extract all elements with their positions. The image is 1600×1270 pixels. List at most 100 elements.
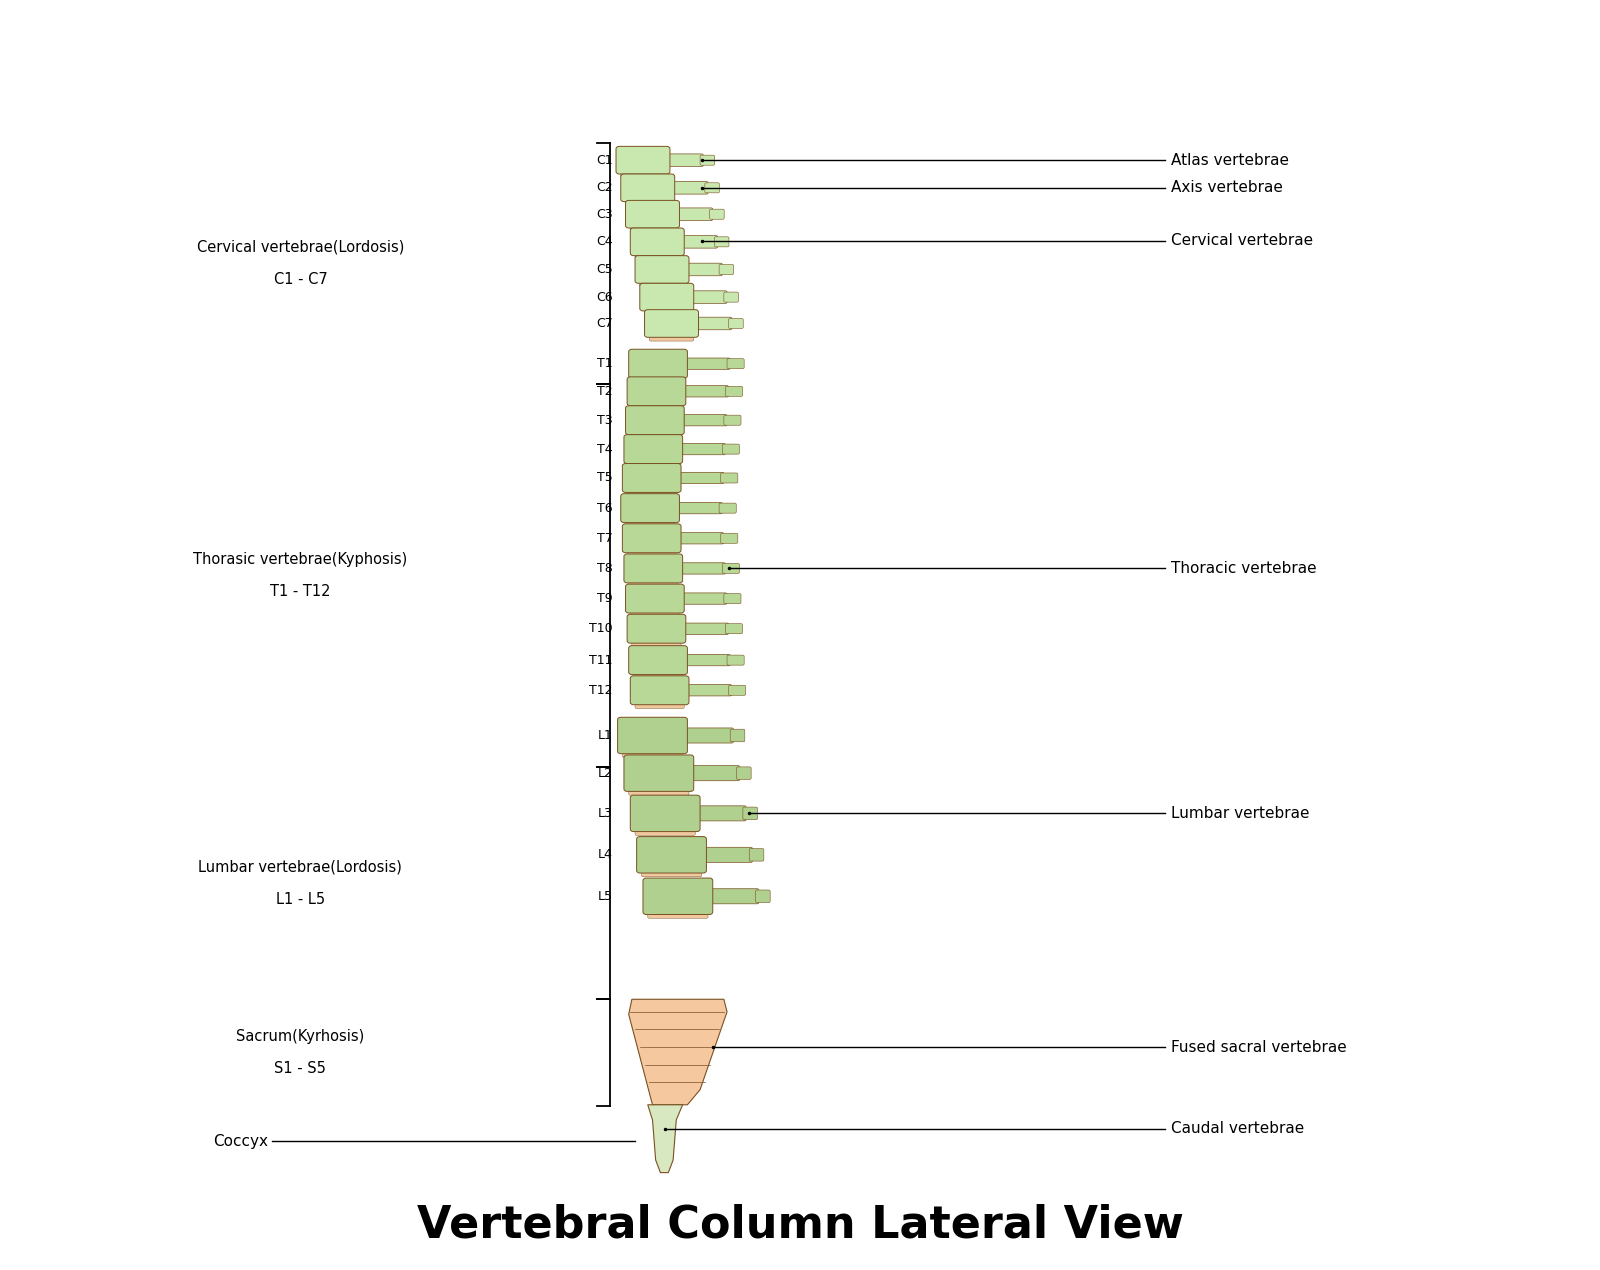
Text: L5: L5 bbox=[598, 890, 613, 903]
FancyBboxPatch shape bbox=[621, 170, 666, 178]
Text: T12: T12 bbox=[589, 683, 613, 697]
FancyBboxPatch shape bbox=[677, 532, 723, 544]
FancyBboxPatch shape bbox=[621, 174, 675, 202]
Text: C2: C2 bbox=[597, 182, 613, 194]
Text: T1 - T12: T1 - T12 bbox=[270, 584, 331, 599]
Text: Lumbar vertebrae(Lordosis): Lumbar vertebrae(Lordosis) bbox=[198, 860, 402, 874]
Text: Cervical vertebrae: Cervical vertebrae bbox=[1171, 234, 1314, 248]
FancyBboxPatch shape bbox=[622, 749, 683, 757]
Text: Lumbar vertebrae: Lumbar vertebrae bbox=[1171, 806, 1310, 820]
Text: T9: T9 bbox=[597, 592, 613, 605]
FancyBboxPatch shape bbox=[622, 523, 682, 552]
FancyBboxPatch shape bbox=[714, 236, 730, 246]
Text: L4: L4 bbox=[598, 848, 613, 861]
Text: C3: C3 bbox=[597, 208, 613, 221]
FancyBboxPatch shape bbox=[618, 718, 688, 753]
FancyBboxPatch shape bbox=[690, 766, 739, 781]
FancyBboxPatch shape bbox=[621, 494, 680, 522]
FancyBboxPatch shape bbox=[685, 263, 722, 276]
FancyBboxPatch shape bbox=[709, 210, 725, 220]
FancyBboxPatch shape bbox=[675, 208, 712, 221]
FancyBboxPatch shape bbox=[640, 283, 694, 311]
FancyBboxPatch shape bbox=[630, 795, 701, 832]
Text: Fused sacral vertebrae: Fused sacral vertebrae bbox=[1171, 1040, 1347, 1054]
Polygon shape bbox=[629, 999, 726, 1105]
FancyBboxPatch shape bbox=[627, 489, 677, 497]
FancyBboxPatch shape bbox=[630, 225, 675, 232]
FancyBboxPatch shape bbox=[683, 654, 730, 665]
FancyBboxPatch shape bbox=[706, 183, 720, 193]
FancyBboxPatch shape bbox=[720, 533, 738, 544]
Text: Vertebral Column Lateral View: Vertebral Column Lateral View bbox=[416, 1204, 1184, 1247]
FancyBboxPatch shape bbox=[709, 889, 758, 904]
FancyBboxPatch shape bbox=[683, 358, 730, 370]
FancyBboxPatch shape bbox=[624, 434, 683, 464]
Text: T7: T7 bbox=[597, 532, 613, 545]
Text: T1: T1 bbox=[597, 357, 613, 370]
FancyBboxPatch shape bbox=[650, 334, 694, 342]
FancyBboxPatch shape bbox=[630, 229, 685, 255]
FancyBboxPatch shape bbox=[723, 593, 741, 603]
FancyBboxPatch shape bbox=[728, 319, 744, 329]
Text: T11: T11 bbox=[589, 654, 613, 667]
FancyBboxPatch shape bbox=[626, 584, 685, 613]
FancyBboxPatch shape bbox=[726, 655, 744, 665]
FancyBboxPatch shape bbox=[635, 255, 690, 283]
Text: Cervical vertebrae(Lordosis): Cervical vertebrae(Lordosis) bbox=[197, 239, 405, 254]
FancyBboxPatch shape bbox=[682, 624, 728, 635]
FancyBboxPatch shape bbox=[645, 310, 699, 338]
FancyBboxPatch shape bbox=[702, 847, 752, 862]
FancyBboxPatch shape bbox=[720, 472, 738, 483]
FancyBboxPatch shape bbox=[626, 405, 685, 434]
FancyBboxPatch shape bbox=[723, 415, 741, 425]
FancyBboxPatch shape bbox=[675, 503, 722, 514]
Polygon shape bbox=[648, 1105, 683, 1172]
FancyBboxPatch shape bbox=[645, 307, 690, 315]
FancyBboxPatch shape bbox=[723, 292, 739, 302]
FancyBboxPatch shape bbox=[725, 386, 742, 396]
FancyBboxPatch shape bbox=[666, 154, 704, 166]
Text: T5: T5 bbox=[597, 471, 613, 484]
FancyBboxPatch shape bbox=[629, 349, 688, 378]
Text: C6: C6 bbox=[597, 291, 613, 304]
FancyBboxPatch shape bbox=[670, 182, 709, 194]
Text: T3: T3 bbox=[597, 414, 613, 427]
FancyBboxPatch shape bbox=[755, 890, 770, 903]
Text: Thoracic vertebrae: Thoracic vertebrae bbox=[1171, 561, 1317, 575]
FancyBboxPatch shape bbox=[634, 375, 683, 382]
FancyBboxPatch shape bbox=[632, 639, 682, 646]
Text: L3: L3 bbox=[598, 806, 613, 820]
FancyBboxPatch shape bbox=[730, 729, 746, 742]
FancyBboxPatch shape bbox=[643, 878, 712, 914]
Text: T4: T4 bbox=[597, 443, 613, 456]
FancyBboxPatch shape bbox=[722, 444, 739, 455]
FancyBboxPatch shape bbox=[630, 610, 680, 617]
FancyBboxPatch shape bbox=[722, 564, 739, 574]
FancyBboxPatch shape bbox=[629, 579, 678, 587]
FancyBboxPatch shape bbox=[627, 549, 677, 556]
FancyBboxPatch shape bbox=[678, 563, 725, 574]
Text: L1: L1 bbox=[598, 729, 613, 742]
Text: Sacrum(Kyrhosis): Sacrum(Kyrhosis) bbox=[237, 1029, 365, 1044]
FancyBboxPatch shape bbox=[725, 624, 742, 634]
FancyBboxPatch shape bbox=[624, 554, 683, 583]
FancyBboxPatch shape bbox=[742, 808, 757, 819]
Text: Atlas vertebrae: Atlas vertebrae bbox=[1171, 152, 1290, 168]
FancyBboxPatch shape bbox=[630, 431, 680, 438]
FancyBboxPatch shape bbox=[629, 787, 690, 795]
FancyBboxPatch shape bbox=[637, 837, 707, 872]
Text: C5: C5 bbox=[597, 263, 613, 276]
FancyBboxPatch shape bbox=[677, 472, 723, 484]
FancyBboxPatch shape bbox=[616, 146, 670, 174]
FancyBboxPatch shape bbox=[626, 519, 675, 526]
FancyBboxPatch shape bbox=[749, 848, 763, 861]
FancyBboxPatch shape bbox=[642, 869, 702, 876]
FancyBboxPatch shape bbox=[629, 645, 688, 674]
FancyBboxPatch shape bbox=[635, 251, 680, 259]
Text: Caudal vertebrae: Caudal vertebrae bbox=[1171, 1121, 1304, 1137]
FancyBboxPatch shape bbox=[632, 403, 682, 409]
FancyBboxPatch shape bbox=[682, 386, 728, 398]
Text: C1: C1 bbox=[597, 154, 613, 166]
FancyBboxPatch shape bbox=[718, 264, 734, 274]
FancyBboxPatch shape bbox=[624, 754, 694, 791]
